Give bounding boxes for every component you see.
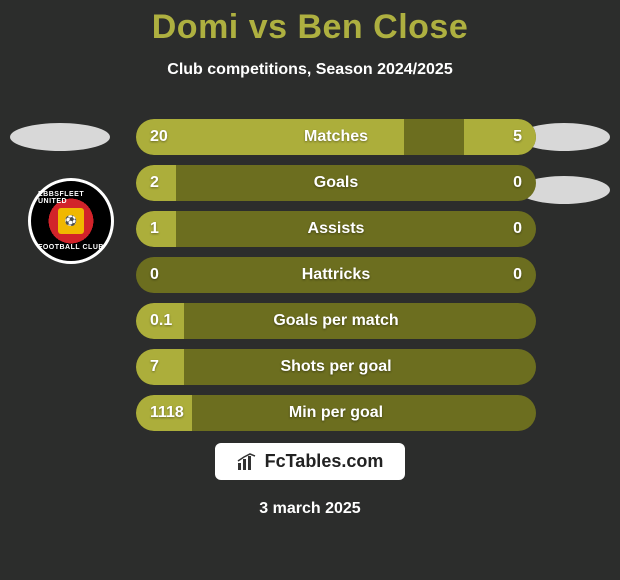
club-badge-text-bottom: FOOTBALL CLUB <box>38 244 104 251</box>
brand-box: FcTables.com <box>215 443 406 480</box>
club-badge: EBBSFLEET UNITED ⚽ FOOTBALL CLUB <box>28 178 114 264</box>
stat-bar: 20Goals <box>136 165 536 201</box>
stat-bar: 205Matches <box>136 119 536 155</box>
stat-bar: 0.1Goals per match <box>136 303 536 339</box>
stats-bars: 205Matches 20Goals 10Assists 00Hattricks 0.1… <box>136 119 536 441</box>
brand-footer: FcTables.com <box>0 443 620 480</box>
stat-bar-label: Matches <box>136 119 536 155</box>
brand-text: FcTables.com <box>265 451 384 472</box>
stat-bar-label: Min per goal <box>136 395 536 431</box>
stat-bar: 1118Min per goal <box>136 395 536 431</box>
stat-bar-label: Hattricks <box>136 257 536 293</box>
page-title: Domi vs Ben Close <box>0 0 620 47</box>
chart-icon <box>237 453 259 471</box>
club-badge-inner: EBBSFLEET UNITED ⚽ FOOTBALL CLUB <box>38 188 104 254</box>
stat-bar: 10Assists <box>136 211 536 247</box>
page-subtitle: Club competitions, Season 2024/2025 <box>0 61 620 79</box>
stat-bar-label: Assists <box>136 211 536 247</box>
date-text: 3 march 2025 <box>0 500 620 518</box>
stat-bar-label: Shots per goal <box>136 349 536 385</box>
stat-bar: 7Shots per goal <box>136 349 536 385</box>
club-badge-text-top: EBBSFLEET UNITED <box>38 191 104 205</box>
stat-bar-label: Goals per match <box>136 303 536 339</box>
club-badge-center-icon: ⚽ <box>58 208 84 234</box>
player-left-placeholder <box>10 123 110 151</box>
stat-bar-label: Goals <box>136 165 536 201</box>
stat-bar: 00Hattricks <box>136 257 536 293</box>
